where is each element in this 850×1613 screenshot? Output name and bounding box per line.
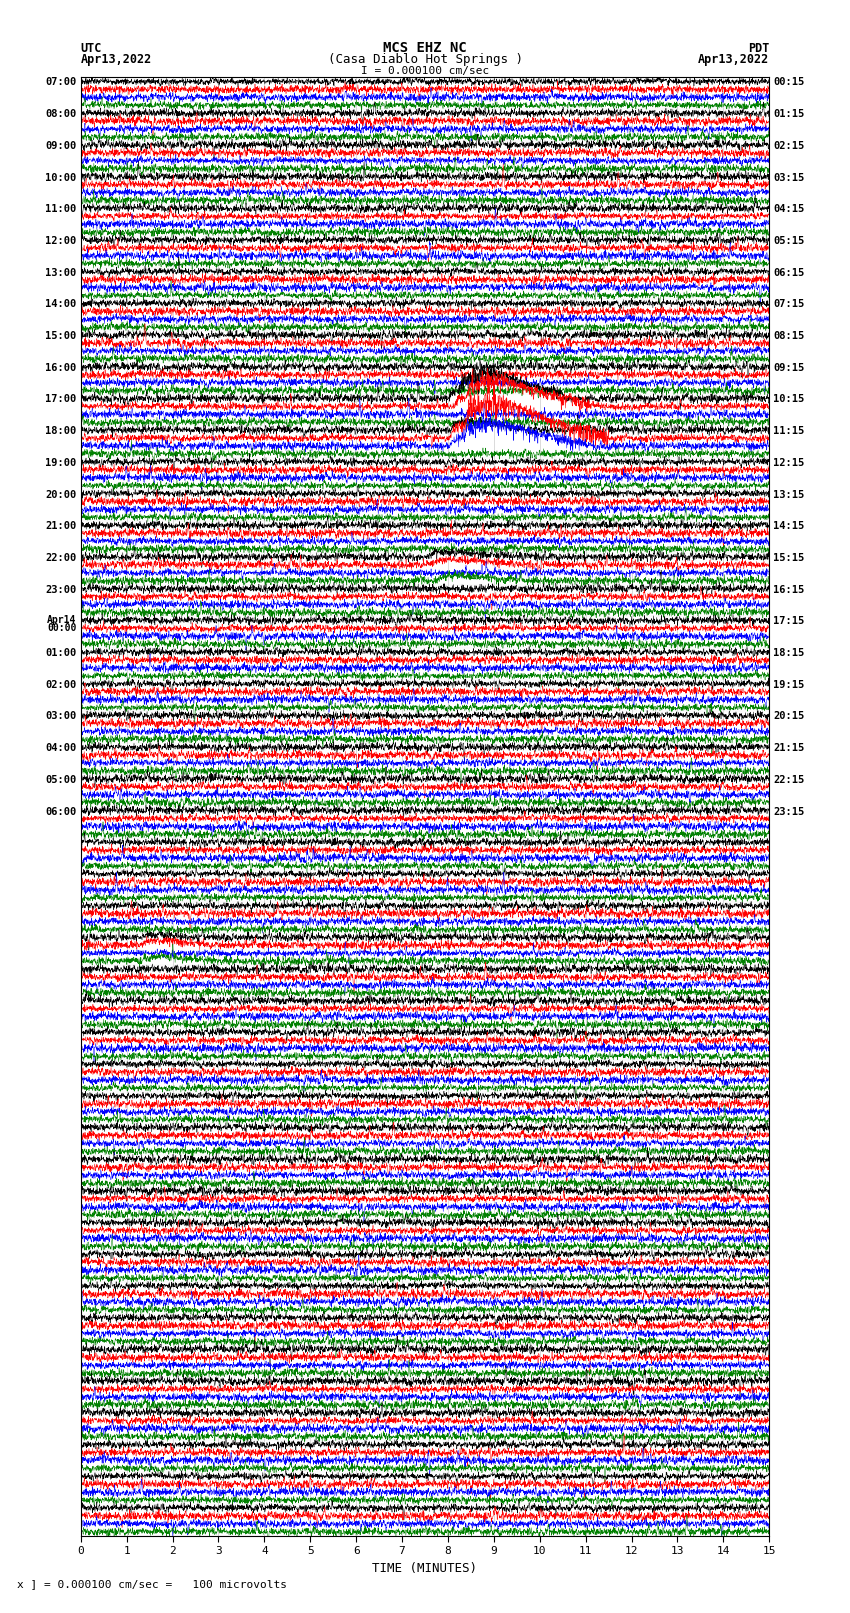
- Text: 00:15: 00:15: [774, 77, 805, 87]
- Text: PDT: PDT: [748, 42, 769, 55]
- Text: 03:15: 03:15: [774, 173, 805, 182]
- Text: 13:00: 13:00: [45, 268, 76, 277]
- Text: 00:00: 00:00: [47, 623, 76, 634]
- Text: 01:00: 01:00: [45, 648, 76, 658]
- Text: 15:15: 15:15: [774, 553, 805, 563]
- Text: 19:15: 19:15: [774, 679, 805, 690]
- Text: 11:00: 11:00: [45, 205, 76, 215]
- Text: 05:00: 05:00: [45, 774, 76, 786]
- Text: UTC: UTC: [81, 42, 102, 55]
- Text: Apr14: Apr14: [47, 615, 76, 626]
- Text: 22:00: 22:00: [45, 553, 76, 563]
- Text: 02:15: 02:15: [774, 140, 805, 152]
- Text: 07:00: 07:00: [45, 77, 76, 87]
- Text: 11:15: 11:15: [774, 426, 805, 436]
- Text: 12:15: 12:15: [774, 458, 805, 468]
- Text: 14:00: 14:00: [45, 300, 76, 310]
- Text: 09:00: 09:00: [45, 140, 76, 152]
- Text: Apr13,2022: Apr13,2022: [81, 53, 152, 66]
- Text: 08:00: 08:00: [45, 110, 76, 119]
- Text: 13:15: 13:15: [774, 489, 805, 500]
- Text: 21:00: 21:00: [45, 521, 76, 531]
- Text: MCS EHZ NC: MCS EHZ NC: [383, 42, 467, 55]
- Text: 18:00: 18:00: [45, 426, 76, 436]
- Text: 07:15: 07:15: [774, 300, 805, 310]
- X-axis label: TIME (MINUTES): TIME (MINUTES): [372, 1561, 478, 1574]
- Text: 12:00: 12:00: [45, 235, 76, 245]
- Text: 17:00: 17:00: [45, 395, 76, 405]
- Text: 14:15: 14:15: [774, 521, 805, 531]
- Text: 10:15: 10:15: [774, 395, 805, 405]
- Text: 01:15: 01:15: [774, 110, 805, 119]
- Text: 17:15: 17:15: [774, 616, 805, 626]
- Text: 03:00: 03:00: [45, 711, 76, 721]
- Text: 20:15: 20:15: [774, 711, 805, 721]
- Text: 09:15: 09:15: [774, 363, 805, 373]
- Text: 06:00: 06:00: [45, 806, 76, 816]
- Text: 20:00: 20:00: [45, 489, 76, 500]
- Text: 16:00: 16:00: [45, 363, 76, 373]
- Text: 16:15: 16:15: [774, 584, 805, 595]
- Text: 06:15: 06:15: [774, 268, 805, 277]
- Text: 04:00: 04:00: [45, 744, 76, 753]
- Text: (Casa Diablo Hot Springs ): (Casa Diablo Hot Springs ): [327, 53, 523, 66]
- Text: I = 0.000100 cm/sec: I = 0.000100 cm/sec: [361, 66, 489, 76]
- Text: 02:00: 02:00: [45, 679, 76, 690]
- Text: Apr13,2022: Apr13,2022: [698, 53, 769, 66]
- Text: 18:15: 18:15: [774, 648, 805, 658]
- Text: 04:15: 04:15: [774, 205, 805, 215]
- Text: 10:00: 10:00: [45, 173, 76, 182]
- Text: 15:00: 15:00: [45, 331, 76, 340]
- Text: 22:15: 22:15: [774, 774, 805, 786]
- Text: 05:15: 05:15: [774, 235, 805, 245]
- Text: 23:15: 23:15: [774, 806, 805, 816]
- Text: x ] = 0.000100 cm/sec =   100 microvolts: x ] = 0.000100 cm/sec = 100 microvolts: [17, 1579, 287, 1589]
- Text: 23:00: 23:00: [45, 584, 76, 595]
- Text: 21:15: 21:15: [774, 744, 805, 753]
- Text: 08:15: 08:15: [774, 331, 805, 340]
- Text: 19:00: 19:00: [45, 458, 76, 468]
